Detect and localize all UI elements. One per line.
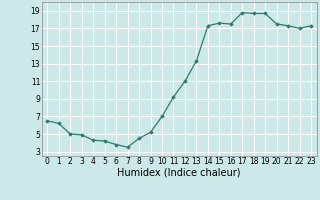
X-axis label: Humidex (Indice chaleur): Humidex (Indice chaleur) <box>117 168 241 178</box>
